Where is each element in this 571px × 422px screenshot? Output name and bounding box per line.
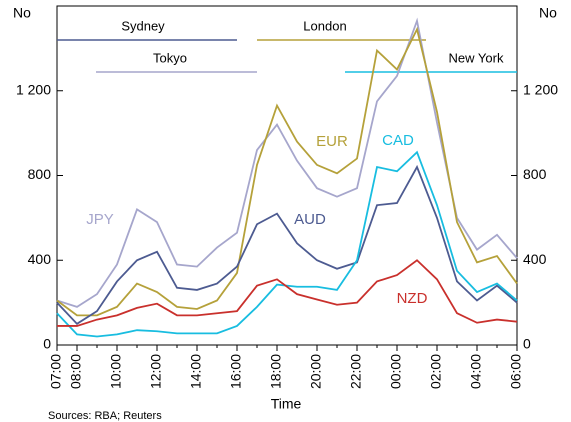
x-tick-label: 07:00 (48, 354, 64, 389)
session-label: Sydney (121, 18, 165, 33)
source-note: Sources: RBA; Reuters (48, 410, 162, 422)
y-tick-label: 1 200 (16, 81, 51, 97)
series-line (56, 164, 518, 325)
x-axis-label: Time (271, 396, 302, 412)
series-label: CAD (382, 132, 414, 149)
x-tick-label: 22:00 (348, 354, 364, 389)
x-tick-label: 18:00 (268, 354, 284, 389)
session-label: New York (449, 50, 504, 65)
y2-tick-label: 800 (523, 166, 547, 182)
series-line (56, 17, 518, 308)
y-tick-label: 400 (28, 251, 52, 267)
y2-tick-label: 1 200 (523, 81, 558, 97)
y-tick-label: 0 (43, 336, 51, 352)
y2-tick-label: 400 (523, 251, 547, 267)
x-tick-label: 20:00 (308, 354, 324, 389)
session-label: Tokyo (153, 50, 187, 65)
y-tick-label: 800 (28, 166, 52, 182)
x-tick-label: 08:00 (68, 354, 84, 389)
x-tick-label: 12:00 (148, 354, 164, 389)
x-tick-label: 02:00 (428, 354, 444, 389)
y2-axis-label: No (539, 5, 557, 21)
series-line (56, 26, 518, 317)
series-label: NZD (397, 290, 428, 307)
series-label: AUD (294, 211, 326, 228)
x-tick-label: 06:00 (508, 354, 524, 389)
series-line (56, 150, 518, 338)
series-label: EUR (316, 133, 348, 150)
y2-tick-label: 0 (523, 336, 531, 352)
y-axis-label: No (13, 5, 31, 21)
x-tick-label: 04:00 (468, 354, 484, 389)
x-tick-label: 16:00 (228, 354, 244, 389)
series-label: JPY (86, 211, 114, 228)
x-tick-label: 14:00 (188, 354, 204, 389)
x-tick-label: 00:00 (388, 354, 404, 389)
x-tick-label: 10:00 (108, 354, 124, 389)
session-label: London (303, 18, 346, 33)
series-line (57, 259, 518, 327)
